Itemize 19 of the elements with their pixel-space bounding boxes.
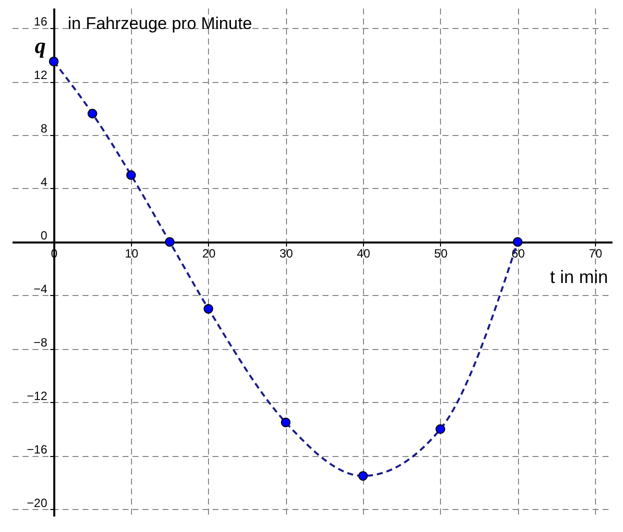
y-tick-label: 16 bbox=[34, 14, 48, 29]
y-axis-title: q bbox=[34, 33, 46, 58]
y-tick-label: 4 bbox=[40, 174, 48, 189]
x-tick-label: 40 bbox=[356, 246, 371, 260]
y-tick-label: 8 bbox=[40, 122, 48, 136]
y-tick-label: −8 bbox=[34, 335, 48, 350]
x-tick-label: 10 bbox=[124, 246, 139, 260]
annotation: in Fahrzeuge pro Minute bbox=[68, 14, 252, 33]
x-tick-label: 70 bbox=[588, 246, 602, 260]
y-tick-label: −12 bbox=[26, 388, 48, 403]
y-tick-label: −4 bbox=[34, 282, 48, 296]
x-tick-label: 20 bbox=[202, 246, 216, 260]
y-tick-label: −16 bbox=[26, 442, 48, 456]
y-tick-label: 0 bbox=[40, 228, 48, 242]
y-tick-label: 12 bbox=[34, 68, 48, 82]
y-tick-label: −20 bbox=[26, 496, 48, 510]
x-tick-label: 50 bbox=[434, 246, 448, 260]
x-axis-title: t in min bbox=[550, 266, 608, 287]
x-tick-label: 30 bbox=[280, 246, 294, 260]
